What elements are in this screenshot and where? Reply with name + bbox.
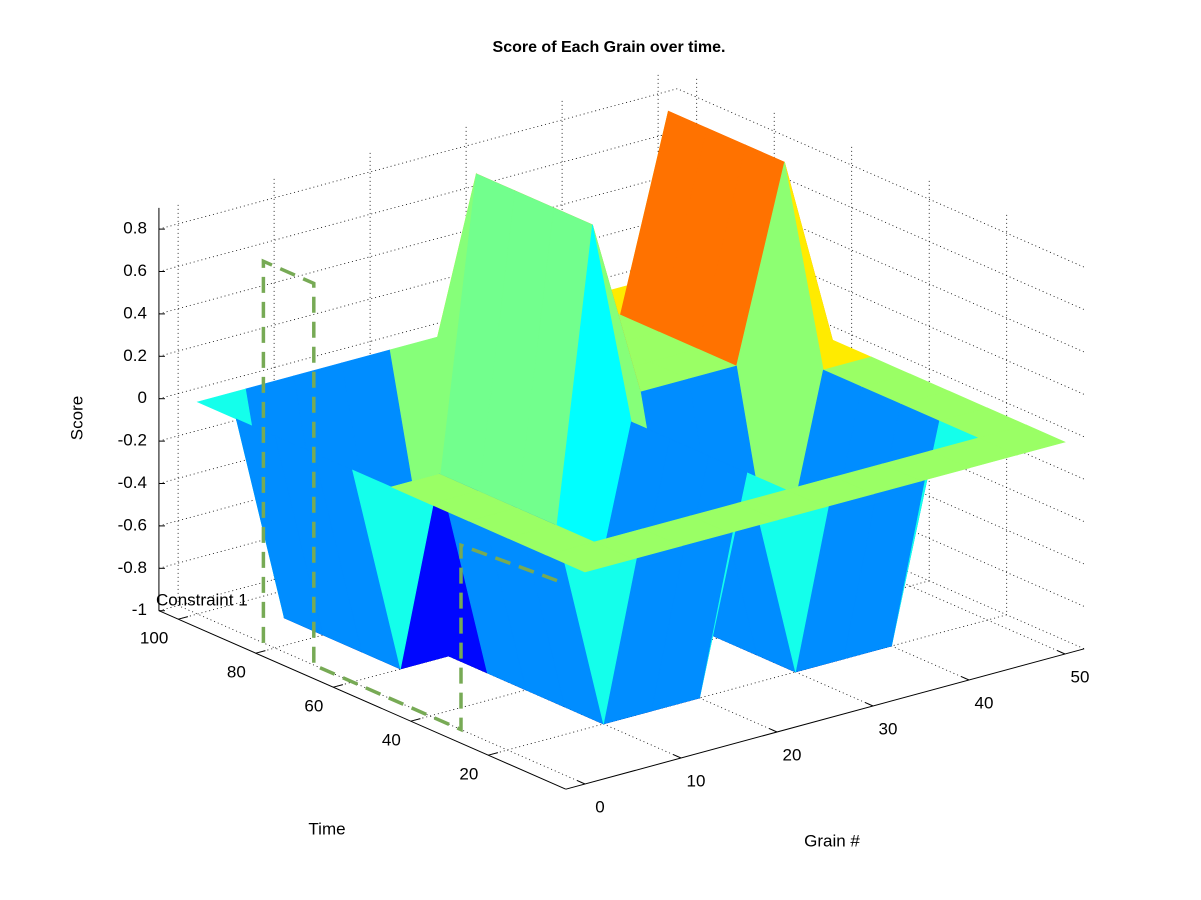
x-tick-label: 10 (687, 771, 706, 790)
y-axis-label: Time (308, 819, 345, 838)
y-tick-label: 40 (382, 731, 401, 750)
z-tick-label: 0.2 (123, 346, 147, 365)
grid-line (177, 202, 586, 785)
x-tick-label: 50 (1071, 667, 1090, 686)
y-tick-label: 80 (227, 663, 246, 682)
z-tick-label: -0.4 (118, 473, 147, 492)
x-tick-label: 40 (975, 693, 994, 712)
overlay: -1 -0.8 -0.6 -0.4 -0.2 0 0.2 0.4 0.6 0.8 0 10 20 30 40… (118, 219, 1090, 817)
x-tick-label: 30 (879, 719, 898, 738)
z-tick-label: -0.6 (118, 515, 147, 534)
chart-title: Score of Each Grain over time. (493, 39, 726, 56)
surface-cell (545, 541, 634, 573)
constraint-line (261, 258, 558, 733)
x-tick-label: 0 (595, 797, 604, 816)
z-tick-label: 0.4 (123, 303, 147, 322)
z-tick-label: 0 (137, 388, 146, 407)
surface (196, 110, 1066, 725)
axis-line (565, 648, 1085, 790)
z-tick-label: 0.8 (123, 219, 147, 238)
z-axis-label: Score (67, 396, 86, 440)
z-tick-label: -0.8 (118, 558, 147, 577)
x-tick-label: 20 (783, 745, 802, 764)
z-tick-label: 0.6 (123, 261, 147, 280)
y-tick-label: 20 (459, 765, 478, 784)
x-axis-label: Grain # (804, 831, 860, 850)
constraint-label: Constraint 1 (156, 590, 248, 609)
y-tick-label: 60 (304, 697, 323, 716)
z-tick-label: -1 (132, 600, 147, 619)
y-tick-label: 100 (140, 629, 168, 648)
axis-line (158, 610, 567, 790)
z-tick-label: -0.2 (118, 431, 147, 450)
